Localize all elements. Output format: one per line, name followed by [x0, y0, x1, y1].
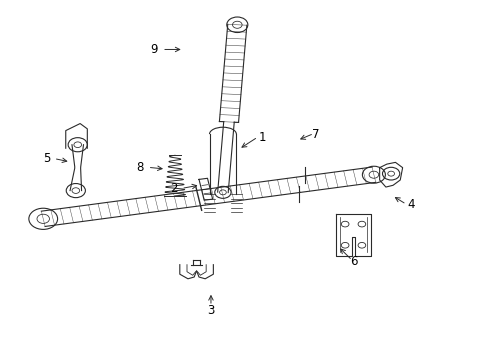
Text: 4: 4 — [407, 198, 414, 211]
Text: 6: 6 — [349, 255, 357, 267]
Text: 7: 7 — [311, 128, 319, 141]
Text: 8: 8 — [136, 161, 143, 174]
Text: 2: 2 — [169, 182, 177, 195]
Text: 1: 1 — [258, 131, 266, 144]
Text: 5: 5 — [43, 152, 50, 165]
Text: 3: 3 — [207, 304, 214, 317]
Text: 9: 9 — [150, 43, 158, 56]
